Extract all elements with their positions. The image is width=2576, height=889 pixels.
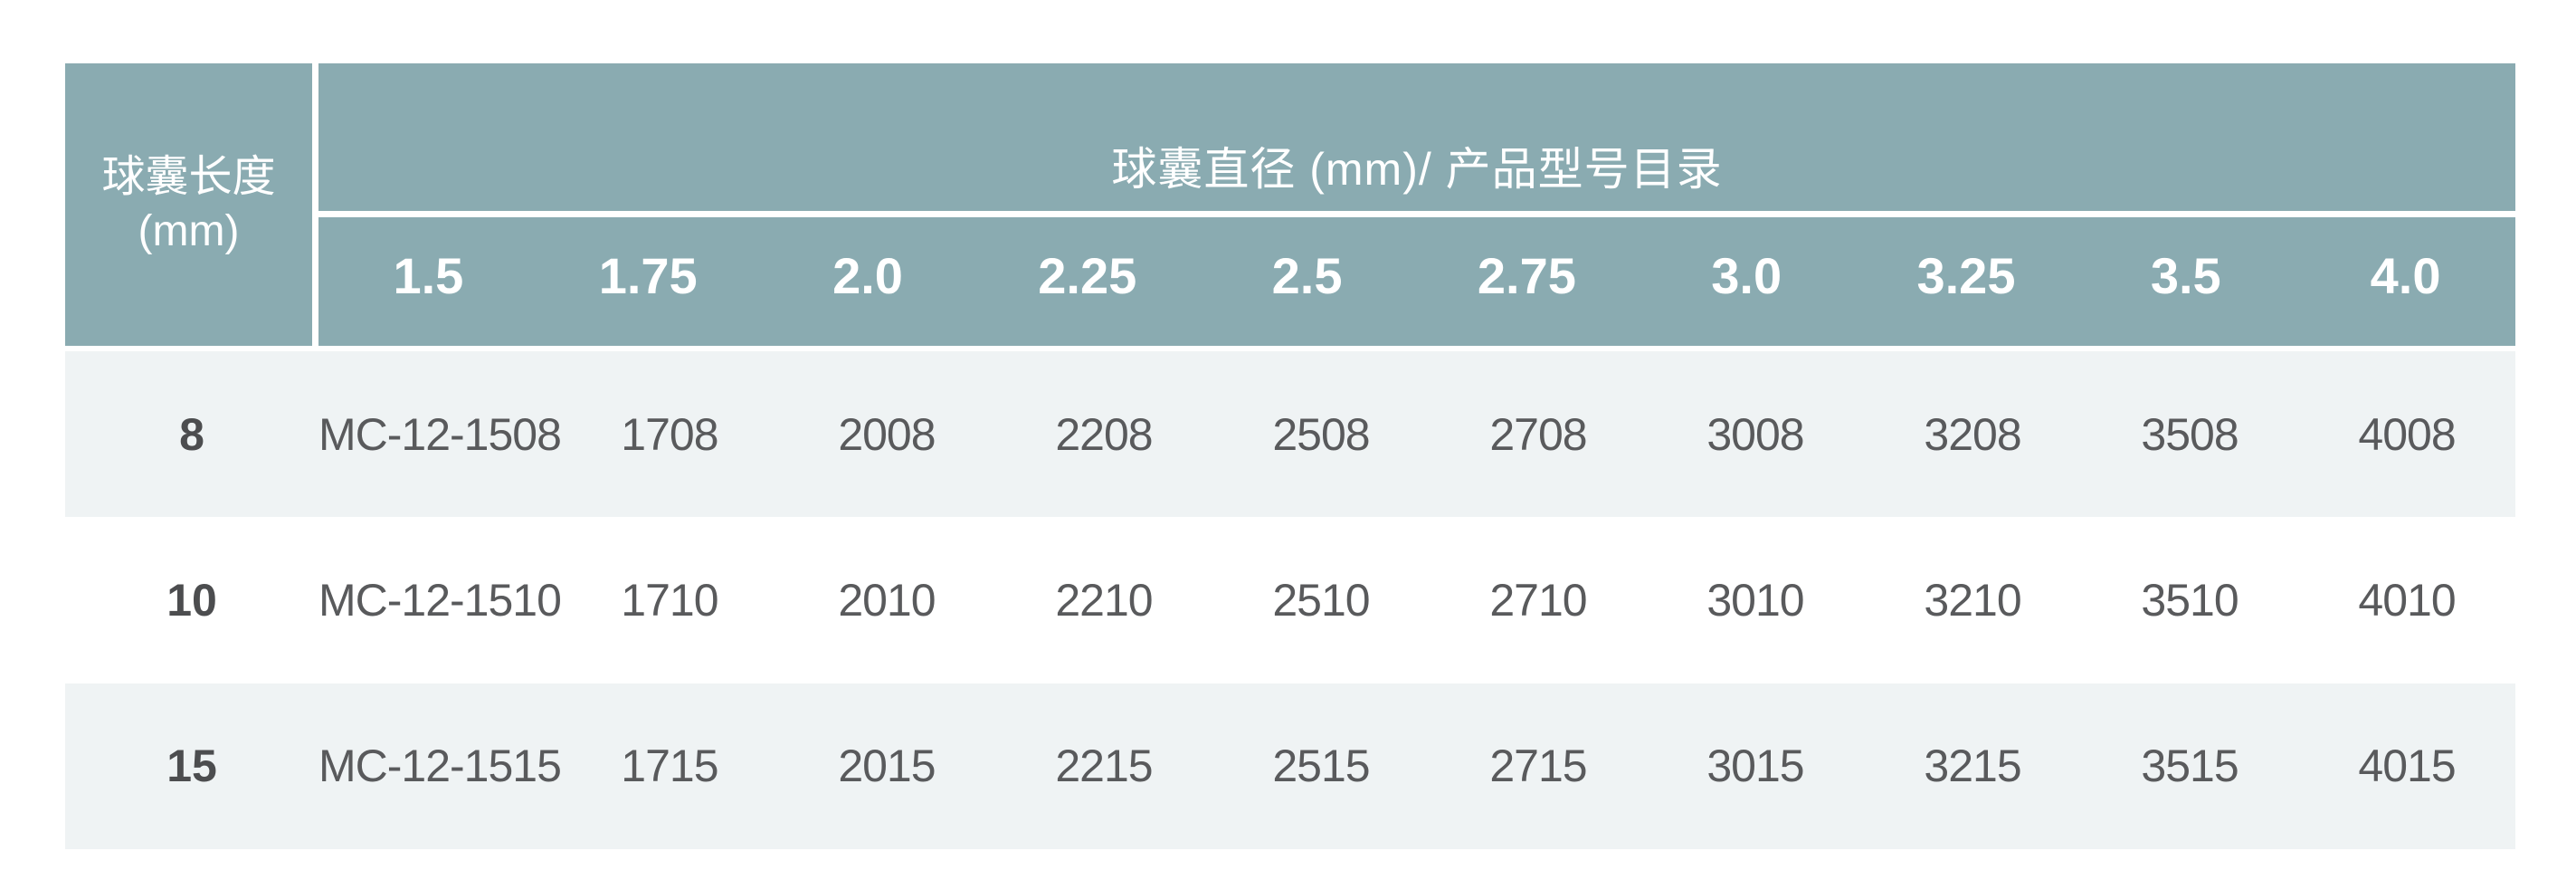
model-number-cell: 1715 <box>621 741 718 792</box>
model-number-cell: 2710 <box>1489 574 1587 626</box>
diameter-column-header: 2.25 <box>1038 246 1137 304</box>
diameter-column-header: 1.5 <box>393 246 464 304</box>
model-number-cell: 3015 <box>1706 741 1804 792</box>
model-number-cell: 4008 <box>2358 408 2456 460</box>
model-number-cell: 2510 <box>1272 574 1370 626</box>
model-number-cell: 3215 <box>1924 741 2021 792</box>
length-label-cell: 8 <box>179 408 204 460</box>
model-number-cell: 3515 <box>2141 741 2239 792</box>
header-horizontal-divider <box>318 211 2515 217</box>
header-vertical-divider <box>312 63 318 346</box>
model-number-cell: 2210 <box>1055 574 1153 626</box>
table-row: 10 MC-12-1510 1710 2010 2210 2510 2710 3… <box>65 517 2515 683</box>
diameter-column-header: 4.0 <box>2370 246 2441 304</box>
model-number-cell: 2010 <box>838 574 936 626</box>
balloon-length-label-line2: (mm) <box>138 207 240 255</box>
length-label-cell: 10 <box>166 574 217 626</box>
model-number-cell: 2208 <box>1055 408 1153 460</box>
model-number-cell: MC-12-1508 <box>318 408 562 460</box>
diameter-column-header: 1.75 <box>598 246 698 304</box>
model-number-cell: 2215 <box>1055 741 1153 792</box>
model-number-cell: 3510 <box>2141 574 2239 626</box>
table-row: 8 MC-12-1508 1708 2008 2208 2508 2708 30… <box>65 351 2515 518</box>
corner-header-cell: 球囊长度 (mm) <box>65 63 312 346</box>
model-number-cell: 4010 <box>2358 574 2456 626</box>
model-number-cell: 4015 <box>2358 741 2456 792</box>
catalog-table: 球囊长度 (mm) 球囊直径 (mm)/ 产品型号目录 1.5 1.75 2.0… <box>65 63 2515 849</box>
model-number-cell: 2708 <box>1489 408 1587 460</box>
diameter-column-header: 3.25 <box>1916 246 2016 304</box>
model-number-cell: 2015 <box>838 741 936 792</box>
model-number-cell: MC-12-1515 <box>318 741 562 792</box>
model-number-cell: 2008 <box>838 408 936 460</box>
model-number-cell: MC-12-1510 <box>318 574 562 626</box>
model-number-cell: 2715 <box>1489 741 1587 792</box>
model-number-cell: 2508 <box>1272 408 1370 460</box>
model-number-cell: 3208 <box>1924 408 2021 460</box>
table-row: 15 MC-12-1515 1715 2015 2215 2515 2715 3… <box>65 683 2515 849</box>
model-number-cell: 2515 <box>1272 741 1370 792</box>
header-right-area: 球囊直径 (mm)/ 产品型号目录 1.5 1.75 2.0 2.25 2.5 … <box>318 63 2515 346</box>
model-number-cell: 3508 <box>2141 408 2239 460</box>
length-label-cell: 15 <box>166 741 217 792</box>
model-number-cell: 3008 <box>1706 408 1804 460</box>
model-number-cell: 3210 <box>1924 574 2021 626</box>
diameter-column-header: 2.75 <box>1477 246 1576 304</box>
diameter-column-header: 3.5 <box>2150 246 2221 304</box>
diameter-subheader-row: 1.5 1.75 2.0 2.25 2.5 2.75 3.0 3.25 3.5 … <box>318 217 2515 346</box>
model-number-cell: 3010 <box>1706 574 1804 626</box>
balloon-length-label-line1: 球囊长度 <box>101 153 276 201</box>
diameter-column-header: 2.5 <box>1271 246 1343 304</box>
diameter-column-header: 2.0 <box>832 246 903 304</box>
model-number-cell: 1708 <box>621 408 718 460</box>
diameter-catalog-header: 球囊直径 (mm)/ 产品型号目录 <box>318 63 2515 211</box>
model-number-cell: 1710 <box>621 574 718 626</box>
diameter-column-header: 3.0 <box>1711 246 1782 304</box>
table-header: 球囊长度 (mm) 球囊直径 (mm)/ 产品型号目录 1.5 1.75 2.0… <box>65 63 2515 346</box>
